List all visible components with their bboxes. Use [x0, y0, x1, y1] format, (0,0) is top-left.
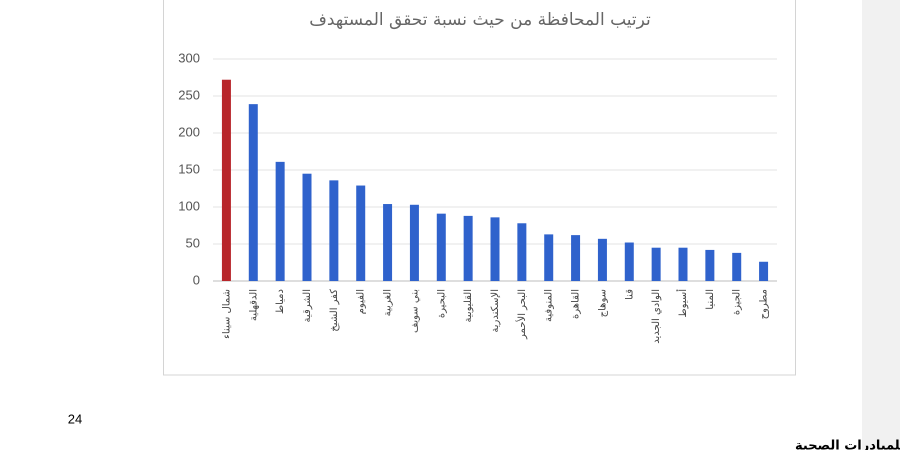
x-tick-label: أسيوط — [676, 289, 689, 318]
x-tick-label: البحيرة — [436, 289, 447, 318]
x-tick-label: الجيزة — [732, 289, 743, 315]
x-tick-label: قنا — [624, 289, 635, 300]
bar — [759, 261, 769, 281]
x-tick-label: القليوبية — [463, 289, 474, 323]
bar — [732, 252, 742, 281]
x-tick-label: الغربية — [383, 289, 394, 316]
chart-frame — [163, 0, 796, 376]
x-tick-label: دمياط — [275, 289, 286, 314]
bar — [705, 249, 715, 281]
bar — [490, 217, 500, 281]
bar — [356, 185, 366, 281]
y-tick-label: 0 — [193, 272, 200, 287]
bar — [463, 215, 473, 281]
bar — [383, 204, 393, 281]
bar — [436, 213, 446, 281]
bar — [597, 238, 607, 281]
y-tick-label: 200 — [178, 124, 200, 139]
x-tick-label: المنوفية — [544, 289, 555, 322]
bar — [571, 235, 581, 281]
bar — [678, 247, 688, 281]
bar — [248, 104, 258, 281]
y-tick-label: 150 — [178, 161, 200, 176]
chart-title: ترتيب المحافظة من حيث نسبة تحقق المستهدف — [309, 10, 651, 30]
side-strip — [862, 0, 900, 450]
x-tick-label: الشرقية — [302, 289, 313, 322]
bar — [409, 204, 419, 281]
x-tick-label: الوادي الجديد — [651, 289, 662, 344]
source-note: مصدر التقرير: الادارة العامة للمبادرات ا… — [795, 439, 900, 450]
y-tick-label: 250 — [178, 87, 200, 102]
x-tick-label: المنيا — [705, 289, 716, 310]
x-tick-label: شمال سيناء — [221, 289, 232, 339]
page-number: 24 — [68, 411, 82, 426]
x-tick-label: كفر الشيخ — [329, 289, 340, 332]
x-tick-label: الفيوم — [356, 289, 367, 314]
y-tick-label: 300 — [178, 50, 200, 65]
bar — [651, 247, 661, 281]
x-tick-label: مطروح — [759, 289, 770, 319]
x-tick-label: الدقهلية — [248, 289, 259, 321]
x-tick-label: البحر الأحمر — [515, 289, 528, 340]
x-tick-label: الإسكندرية — [490, 289, 501, 333]
bar — [544, 234, 554, 281]
x-tick-label: بني سويف — [409, 289, 420, 333]
bar — [275, 161, 285, 281]
bar — [302, 173, 312, 281]
x-tick-label: سوهاج — [597, 289, 608, 317]
y-tick-label: 50 — [186, 235, 200, 250]
bar — [624, 242, 634, 281]
bar — [517, 223, 527, 281]
bar — [221, 79, 231, 281]
bar — [329, 180, 339, 281]
x-tick-label: القاهرة — [571, 289, 582, 319]
y-tick-label: 100 — [178, 198, 200, 213]
